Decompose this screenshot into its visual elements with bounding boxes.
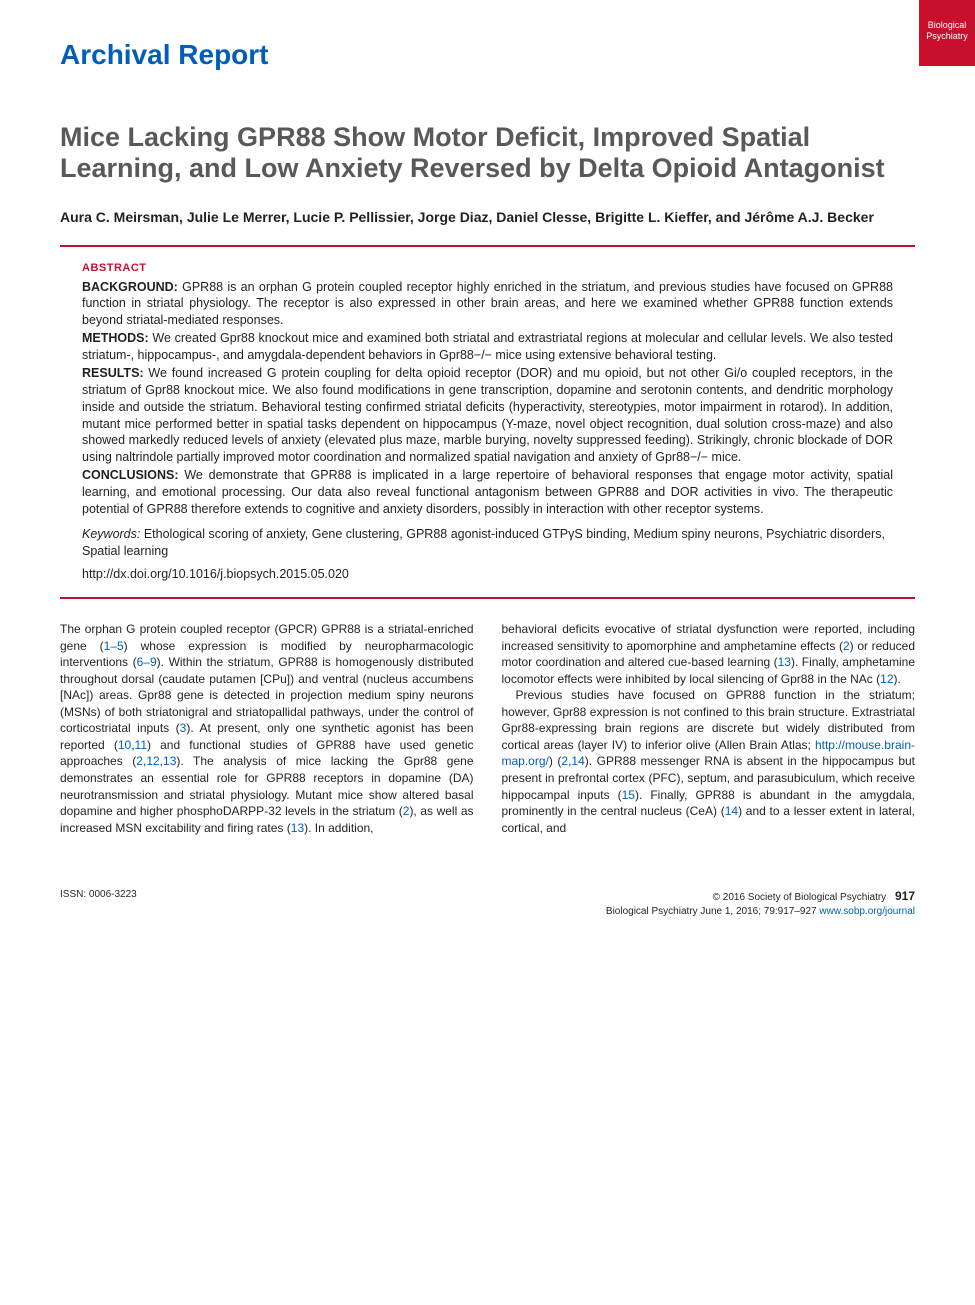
side-tab-line1: Biological: [928, 20, 967, 30]
ref-link[interactable]: 13: [778, 655, 791, 669]
ref-link[interactable]: 13: [291, 821, 304, 835]
ref-link[interactable]: 15: [622, 788, 635, 802]
abs-bg-text: GPR88 is an orphan G protein coupled rec…: [82, 280, 893, 328]
journal-link[interactable]: www.sobp.org/journal: [819, 906, 915, 917]
abs-results-text: We found increased G protein coupling fo…: [82, 366, 893, 464]
footer-copyright: © 2016 Society of Biological Psychiatry: [713, 892, 887, 903]
ref-link[interactable]: 10: [118, 738, 131, 752]
abstract-label: ABSTRACT: [82, 261, 893, 276]
abs-concl-text: We demonstrate that GPR88 is implicated …: [82, 468, 893, 516]
ref-link[interactable]: 12: [146, 754, 159, 768]
author-list: Aura C. Meirsman, Julie Le Merrer, Lucie…: [60, 208, 915, 227]
ref-link[interactable]: 12: [880, 672, 893, 686]
ref-link[interactable]: 11: [135, 738, 147, 752]
page-number: 917: [895, 889, 915, 903]
ref-link[interactable]: 1–5: [104, 639, 124, 653]
ref-link[interactable]: 2: [561, 754, 568, 768]
abs-bg-head: BACKGROUND:: [82, 280, 178, 294]
abstract-conclusions: CONCLUSIONS: We demonstrate that GPR88 i…: [82, 467, 893, 518]
keywords-text: Ethological scoring of anxiety, Gene clu…: [82, 527, 885, 558]
column-left: The orphan G protein coupled receptor (G…: [60, 621, 474, 836]
section-label: Archival Report: [60, 35, 915, 74]
page-footer: ISSN: 0006-3223 © 2016 Society of Biolog…: [60, 888, 915, 919]
body-columns: The orphan G protein coupled receptor (G…: [60, 621, 915, 836]
abstract-results: RESULTS: We found increased G protein co…: [82, 365, 893, 466]
keywords: Keywords: Ethological scoring of anxiety…: [82, 526, 893, 560]
ref-link[interactable]: 14: [725, 804, 738, 818]
abstract-background: BACKGROUND: GPR88 is an orphan G protein…: [82, 279, 893, 330]
abs-methods-text: We created Gpr88 knockout mice and exami…: [82, 331, 893, 362]
ref-link[interactable]: 6–9: [137, 655, 157, 669]
article-title: Mice Lacking GPR88 Show Motor Deficit, I…: [60, 122, 915, 184]
rule-top: [60, 245, 915, 247]
doi: http://dx.doi.org/10.1016/j.biopsych.201…: [82, 566, 893, 584]
keywords-head: Keywords:: [82, 527, 140, 541]
ref-link[interactable]: 2: [843, 639, 850, 653]
body-p1-cont: behavioral deficits evocative of striata…: [502, 621, 916, 687]
journal-side-tab: Biological Psychiatry: [919, 0, 975, 66]
body-p1: The orphan G protein coupled receptor (G…: [60, 621, 474, 836]
rule-bottom: [60, 597, 915, 599]
side-tab-line2: Psychiatry: [926, 31, 968, 41]
footer-issn: ISSN: 0006-3223: [60, 888, 137, 919]
column-right: behavioral deficits evocative of striata…: [502, 621, 916, 836]
footer-right: © 2016 Society of Biological Psychiatry …: [606, 888, 915, 919]
ref-link[interactable]: 2: [136, 754, 143, 768]
abstract-methods: METHODS: We created Gpr88 knockout mice …: [82, 330, 893, 364]
ref-link[interactable]: 14: [571, 754, 584, 768]
footer-citation: Biological Psychiatry June 1, 2016; 79:9…: [606, 906, 819, 917]
abs-methods-head: METHODS:: [82, 331, 149, 345]
abs-results-head: RESULTS:: [82, 366, 144, 380]
abs-concl-head: CONCLUSIONS:: [82, 468, 179, 482]
abstract-block: ABSTRACT BACKGROUND: GPR88 is an orphan …: [60, 261, 915, 583]
ref-link[interactable]: 13: [163, 754, 176, 768]
body-p2: Previous studies have focused on GPR88 f…: [502, 687, 916, 836]
